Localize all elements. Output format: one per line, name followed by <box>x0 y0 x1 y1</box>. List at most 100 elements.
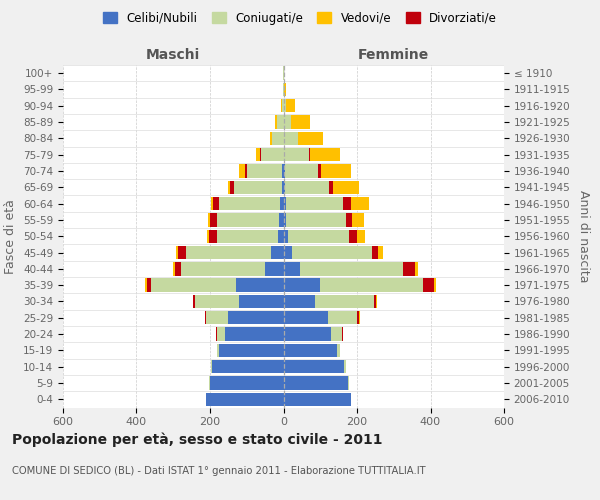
Bar <box>373 246 379 259</box>
Bar <box>212 360 284 374</box>
Bar <box>286 164 319 177</box>
Bar <box>256 148 260 162</box>
Bar <box>403 262 415 276</box>
Bar <box>328 311 357 324</box>
Bar <box>286 197 343 210</box>
Y-axis label: Fasce di età: Fasce di età <box>4 199 17 274</box>
Bar <box>284 311 328 324</box>
Bar <box>280 197 284 210</box>
Bar <box>210 376 284 390</box>
Bar <box>284 230 288 243</box>
Bar <box>278 230 284 243</box>
Bar <box>298 132 323 145</box>
Bar <box>216 328 217 341</box>
Bar <box>208 230 209 243</box>
Text: Femmine: Femmine <box>358 48 430 62</box>
Bar <box>206 311 229 324</box>
Bar <box>333 180 359 194</box>
Bar <box>234 180 281 194</box>
Bar <box>209 376 210 390</box>
Bar <box>281 164 284 177</box>
Bar <box>352 214 364 226</box>
Bar <box>284 214 286 226</box>
Bar <box>320 278 423 292</box>
Bar <box>147 278 151 292</box>
Bar <box>309 148 310 162</box>
Bar <box>284 278 320 292</box>
Bar <box>277 116 284 129</box>
Bar <box>284 360 344 374</box>
Bar <box>351 197 369 210</box>
Text: Maschi: Maschi <box>146 48 200 62</box>
Bar <box>181 262 265 276</box>
Bar <box>217 328 225 341</box>
Bar <box>281 99 284 112</box>
Bar <box>286 180 329 194</box>
Bar <box>245 164 247 177</box>
Bar <box>284 164 286 177</box>
Bar <box>186 246 271 259</box>
Bar <box>319 164 322 177</box>
Legend: Celibi/Nubili, Coniugati/e, Vedovi/e, Divorziati/e: Celibi/Nubili, Coniugati/e, Vedovi/e, Di… <box>98 7 502 30</box>
Bar <box>217 344 219 357</box>
Bar <box>193 295 196 308</box>
Bar <box>219 344 284 357</box>
Bar <box>247 164 281 177</box>
Bar <box>284 376 348 390</box>
Bar <box>272 132 284 145</box>
Bar <box>337 344 340 357</box>
Bar <box>315 295 374 308</box>
Bar <box>415 262 418 276</box>
Bar <box>374 295 376 308</box>
Bar <box>214 197 219 210</box>
Bar <box>284 344 337 357</box>
Bar <box>357 311 359 324</box>
Bar <box>322 164 351 177</box>
Bar <box>284 116 291 129</box>
Bar <box>376 295 377 308</box>
Bar <box>205 311 206 324</box>
Bar <box>217 230 278 243</box>
Bar <box>206 392 284 406</box>
Bar <box>217 214 279 226</box>
Bar <box>178 246 186 259</box>
Y-axis label: Anni di nascita: Anni di nascita <box>577 190 590 282</box>
Bar <box>269 132 272 145</box>
Bar <box>288 230 349 243</box>
Bar <box>208 214 210 226</box>
Bar <box>265 262 284 276</box>
Bar <box>236 278 284 292</box>
Bar <box>286 214 346 226</box>
Bar <box>284 197 286 210</box>
Bar <box>284 99 286 112</box>
Bar <box>284 132 298 145</box>
Bar <box>196 295 239 308</box>
Bar <box>348 376 349 390</box>
Bar <box>271 246 284 259</box>
Bar <box>175 262 181 276</box>
Bar <box>229 311 284 324</box>
Bar <box>310 148 340 162</box>
Bar <box>284 328 331 341</box>
Bar <box>284 180 286 194</box>
Bar <box>173 262 175 276</box>
Bar <box>284 262 300 276</box>
Bar <box>219 197 280 210</box>
Bar <box>260 148 262 162</box>
Bar <box>230 180 234 194</box>
Bar <box>151 278 236 292</box>
Bar <box>284 246 292 259</box>
Bar <box>209 230 217 243</box>
Bar <box>283 83 284 96</box>
Bar <box>379 246 383 259</box>
Bar <box>423 278 434 292</box>
Bar <box>229 180 230 194</box>
Bar <box>145 278 147 292</box>
Bar <box>343 197 351 210</box>
Bar <box>286 99 295 112</box>
Bar <box>291 116 310 129</box>
Bar <box>329 180 333 194</box>
Bar <box>279 214 284 226</box>
Bar <box>344 360 346 374</box>
Bar <box>284 83 286 96</box>
